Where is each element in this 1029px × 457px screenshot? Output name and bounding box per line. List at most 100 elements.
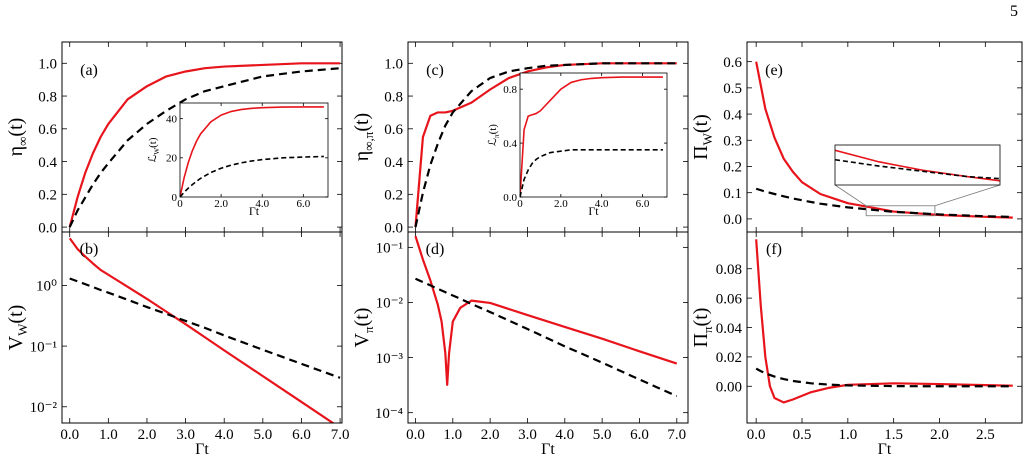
y-tick-label: 0.5 (723, 81, 742, 97)
y-tick-label: 0.8 (503, 84, 517, 96)
y-tick-label: 0.4 (384, 155, 403, 171)
x-tick-label: 3.0 (176, 427, 195, 443)
y-tick-label: 0 (172, 192, 178, 204)
y-label-base: Π (690, 145, 712, 159)
y-tick-label: 0.2 (723, 160, 742, 176)
y-tick-label: 10⁰ (36, 279, 57, 295)
y-label-base: ℒ (147, 155, 159, 163)
y-label-sub: W (153, 148, 161, 155)
solid-curve (755, 239, 1013, 404)
y-tick-label: 0.0 (723, 212, 742, 228)
y-axis-label: η∞(t) (5, 118, 30, 157)
y-tick-label: 0.0 (38, 220, 57, 236)
y-tick-label: 0.4 (38, 155, 57, 171)
x-tick-label: 2.0 (214, 198, 228, 210)
plot-frame (61, 231, 343, 424)
y-label-tail: (t) (5, 118, 27, 137)
inset-frame (519, 72, 668, 198)
x-tick-label: 2.0 (138, 427, 157, 443)
x-tick-label: 1.0 (443, 427, 462, 443)
y-axis-label: ℒW(t) (147, 137, 161, 162)
solid-curve (520, 76, 663, 197)
x-tick-label: 6.0 (630, 427, 649, 443)
y-axis-label: ℒπ(t) (487, 124, 501, 146)
solid-curve (755, 61, 1013, 219)
zoom-box (865, 205, 936, 217)
y-tick-label: 0.4 (503, 138, 517, 150)
y-tick-label: 0.00 (716, 380, 742, 396)
panel-label: (d) (426, 241, 445, 258)
y-label-tail: (t) (690, 308, 712, 327)
dashed-curve (68, 67, 341, 228)
x-tick-label: 6.0 (292, 427, 311, 443)
x-tick-label: 0 (517, 198, 523, 210)
dashed-curve (520, 149, 663, 197)
y-tick-label: 0.2 (384, 188, 403, 204)
x-tick-label: 6.0 (636, 198, 650, 210)
y-tick-label: 0.6 (723, 55, 742, 71)
y-label-base: V (351, 332, 373, 347)
y-tick-label: 0.3 (723, 134, 742, 150)
y-tick-label: 0.8 (384, 89, 403, 105)
panel-label: (c) (426, 62, 444, 79)
y-tick-label: 0.02 (716, 350, 742, 366)
page-number: 5 (1010, 3, 1018, 20)
y-tick-label: 10⁻² (30, 400, 58, 416)
solid-curve (180, 106, 324, 197)
x-tick-label: 7.0 (331, 427, 350, 443)
y-tick-label: 10⁻⁴ (375, 406, 403, 422)
y-tick-label: 0.08 (716, 262, 742, 278)
x-tick-label: 4.0 (215, 427, 234, 443)
x-tick-label: 2.5 (976, 427, 995, 443)
y-label-tail: (t) (351, 113, 373, 132)
y-label-base: η (351, 151, 373, 161)
y-tick-label: 10⁻¹ (30, 339, 57, 355)
y-label-sub: W (700, 132, 715, 145)
y-tick-label: 0.1 (723, 186, 742, 202)
y-axis-label: ΠW(t) (690, 114, 715, 160)
dashed-curve (69, 277, 341, 379)
x-tick-label: 4.0 (555, 427, 574, 443)
x-tick-label: 2.0 (554, 198, 568, 210)
y-label-base: Π (690, 333, 712, 347)
x-axis-label: Γt (195, 441, 209, 457)
x-tick-label: 5.0 (253, 427, 272, 443)
x-tick-label: 5.0 (593, 427, 612, 443)
plot-frame (746, 41, 1023, 233)
x-axis-label: Γt (541, 441, 555, 457)
y-label-sub: W (15, 323, 30, 336)
y-label-sub: ∞ (15, 137, 30, 146)
x-tick-label: 6.0 (296, 198, 310, 210)
y-label-tail: (t) (690, 114, 712, 133)
inset-background (835, 145, 1000, 185)
plot-frame (407, 231, 689, 424)
y-label-tail: (t) (5, 305, 27, 324)
y-tick-label: 0.8 (38, 89, 57, 105)
y-label-base: V (5, 335, 27, 350)
y-tick-label: 1.0 (38, 57, 57, 73)
y-tick-label: 40 (166, 114, 178, 126)
x-tick-label: 4.0 (595, 198, 609, 210)
y-label-sub: π (700, 326, 715, 333)
x-tick-label: 3.0 (518, 427, 537, 443)
dashed-curve (415, 277, 678, 398)
y-label-tail: (t) (351, 308, 373, 327)
solid-curve (68, 62, 341, 228)
inset-frame (179, 102, 329, 198)
y-axis-label: Vπ(t) (351, 308, 376, 348)
y-tick-label: 10⁻¹ (376, 241, 403, 257)
y-label-tail: (t) (147, 137, 159, 148)
x-axis-label: Γt (878, 441, 892, 457)
y-tick-label: 0.04 (716, 321, 743, 337)
solid-curve (414, 235, 678, 386)
inset-background (520, 73, 667, 197)
solid-curve (68, 237, 335, 423)
dashed-curve (414, 62, 677, 228)
x-tick-label: 2.0 (930, 427, 949, 443)
x-tick-label: 1.0 (99, 427, 118, 443)
dashed-curve (755, 187, 1013, 218)
y-tick-label: 10⁻² (376, 296, 404, 312)
y-axis-label: VW(t) (5, 305, 30, 351)
